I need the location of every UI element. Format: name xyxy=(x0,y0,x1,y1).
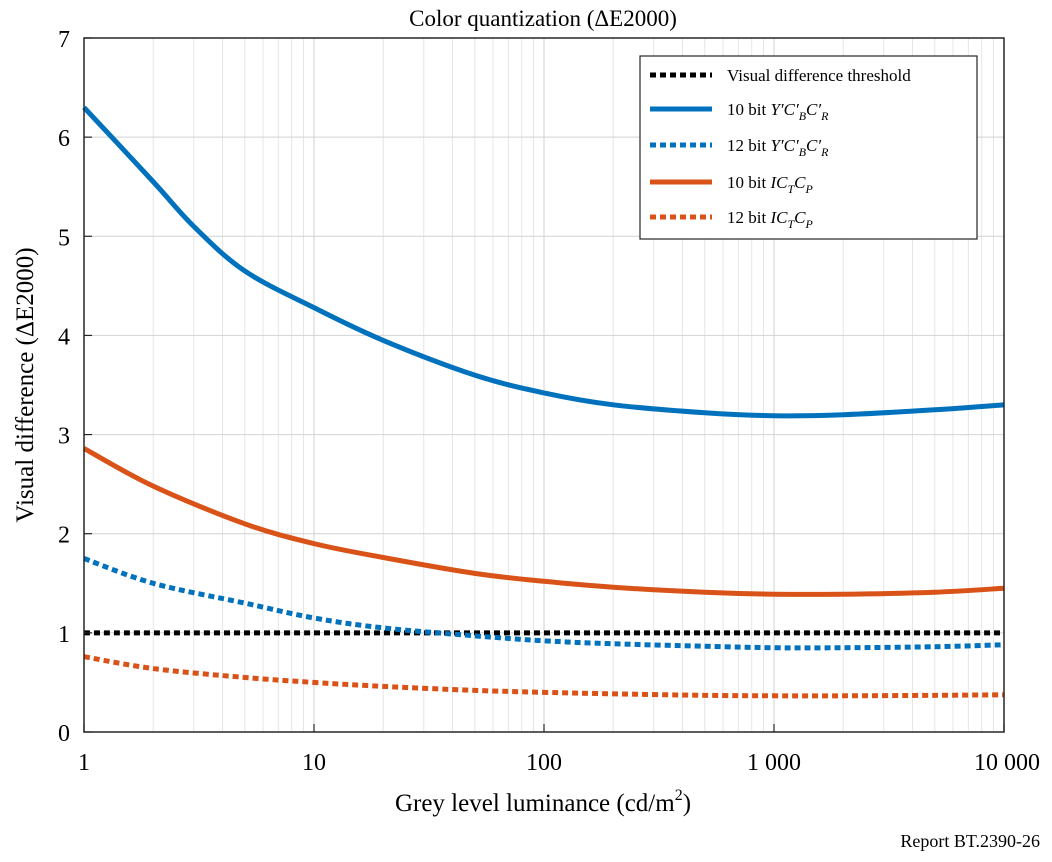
x-tick-label: 1 000 xyxy=(747,750,801,776)
y-axis-label: Visual difference (ΔE2000) xyxy=(12,247,39,522)
y-tick-label: 6 xyxy=(58,126,70,152)
chart-title: Color quantization (ΔE2000) xyxy=(409,6,677,31)
x-axis-label: Grey level luminance (cd/m2) xyxy=(395,787,691,817)
legend-label-3: 10 bit ICTCP xyxy=(727,173,813,196)
x-tick-label: 10 xyxy=(302,750,326,776)
x-axis-label-main: Grey level luminance (cd/m xyxy=(395,790,675,817)
x-tick-label: 1 xyxy=(78,750,90,776)
legend-label-2: 12 bit Y′C′BC′R xyxy=(727,136,829,159)
y-tick-label: 3 xyxy=(58,424,70,450)
y-tick-label: 7 xyxy=(58,27,70,53)
legend-box xyxy=(639,55,978,240)
x-axis-label-sup: 2 xyxy=(675,787,683,804)
x-tick-label: 10 000 xyxy=(974,750,1040,776)
x-axis-label-suffix: ) xyxy=(683,790,691,817)
y-tick-label: 4 xyxy=(58,324,70,350)
legend: Visual difference threshold 10 bit Y′C′BC… xyxy=(639,55,978,240)
series-line-4 xyxy=(83,654,1005,699)
y-tick-label: 5 xyxy=(58,225,70,251)
y-tick-label: 0 xyxy=(58,721,70,747)
series-line-3 xyxy=(82,446,1005,597)
series-layer xyxy=(82,105,1005,699)
legend-label-1: 10 bit Y′C′BC′R xyxy=(727,100,829,123)
report-label: Report BT.2390-26 xyxy=(900,831,1040,851)
legend-label-4: 12 bit ICTCP xyxy=(727,208,813,231)
y-tick-label: 1 xyxy=(58,622,70,648)
y-tick-label: 2 xyxy=(58,523,70,549)
series-line-1 xyxy=(82,105,1005,419)
x-tick-label: 100 xyxy=(526,750,562,776)
legend-label-0: Visual difference threshold xyxy=(727,66,911,85)
